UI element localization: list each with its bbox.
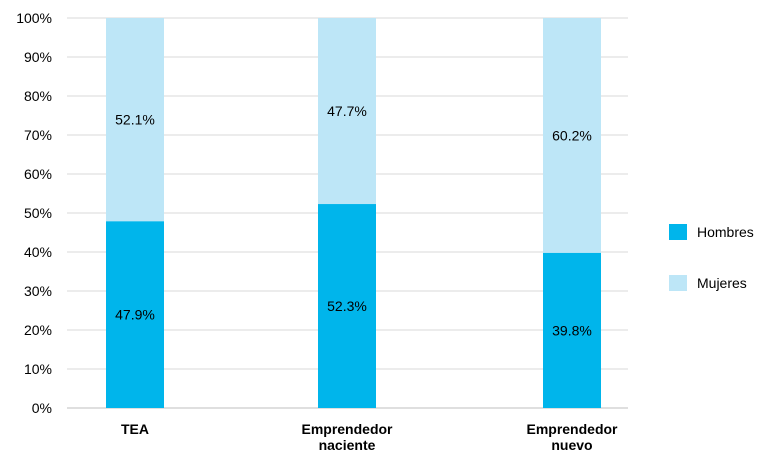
y-tick-label: 50% (24, 205, 52, 221)
y-tick-label: 100% (16, 10, 52, 26)
x-category-label: nuevo (551, 437, 592, 452)
legend-swatch-hombres (669, 224, 687, 240)
y-tick-label: 10% (24, 361, 52, 377)
y-tick-label: 0% (32, 400, 52, 416)
bar-hombres-3 (543, 252, 601, 408)
x-category-label: TEA (121, 421, 149, 437)
y-tick-label: 80% (24, 88, 52, 104)
bar-mujeres-2 (318, 18, 376, 205)
y-tick-label: 40% (24, 244, 52, 260)
legend-label-mujeres: Mujeres (697, 275, 747, 291)
data-label: 39.8% (552, 322, 592, 338)
bar-hombres-1 (106, 221, 164, 408)
bar-mujeres-3 (543, 18, 601, 253)
data-label: 60.2% (552, 127, 592, 143)
data-label: 47.7% (327, 103, 367, 119)
y-tick-label: 60% (24, 166, 52, 182)
legend-swatch-mujeres (669, 275, 687, 291)
bar-mujeres-1 (106, 18, 164, 222)
legend-label-hombres: Hombres (697, 224, 754, 240)
bar-hombres-2 (318, 204, 376, 408)
data-label: 52.3% (327, 298, 367, 314)
y-tick-label: 70% (24, 127, 52, 143)
y-tick-label: 90% (24, 49, 52, 65)
y-tick-label: 20% (24, 322, 52, 338)
y-tick-label: 30% (24, 283, 52, 299)
data-label: 52.1% (115, 112, 155, 128)
x-category-label: Emprendedor (301, 421, 393, 437)
x-category-label: Emprendedor (526, 421, 618, 437)
data-label: 47.9% (115, 307, 155, 323)
x-category-label: naciente (319, 437, 376, 452)
